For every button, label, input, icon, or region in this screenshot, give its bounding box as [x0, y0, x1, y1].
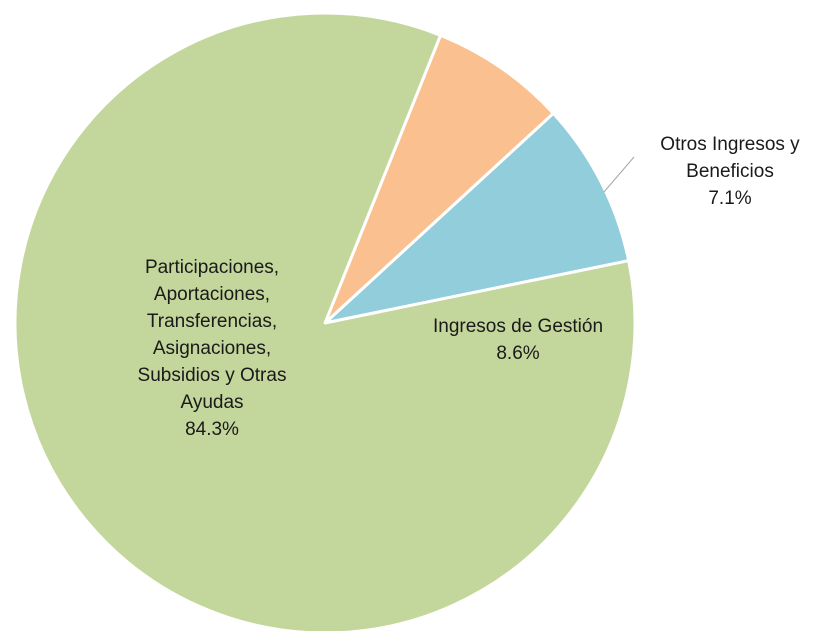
slice-label-line: Participaciones,	[145, 257, 279, 278]
slice-label-line: Transferencias,	[147, 311, 277, 332]
slice-label-line: Subsidios y Otras	[138, 365, 287, 386]
slice-label-line: Beneficios	[686, 161, 774, 182]
slice-label-otros-ingresos: Otros Ingresos y Beneficios 7.1%	[660, 134, 800, 209]
slice-label-participaciones: Participaciones, Aportaciones, Transferenc…	[138, 257, 287, 440]
slice-label-line: Asignaciones,	[153, 338, 271, 359]
slice-value-label: 8.6%	[496, 343, 539, 364]
slice-labels: Ingresos de Gestión 8.6% Otros Ingresos y B…	[138, 134, 801, 440]
slice-label-line: Ayudas	[180, 392, 243, 413]
slice-label-line: Ingresos de Gestión	[433, 316, 603, 337]
slice-label-line: Aportaciones,	[154, 284, 270, 305]
slice-label-ingresos-de-gestion: Ingresos de Gestión 8.6%	[433, 316, 603, 364]
slice-label-line: Otros Ingresos y	[660, 134, 800, 155]
slice-otros-ingresos	[323, 33, 555, 325]
pie-slices	[13, 11, 637, 631]
slice-value-label: 7.1%	[708, 188, 751, 209]
slice-value-label: 84.3%	[185, 419, 239, 440]
slice-participaciones	[13, 11, 637, 631]
slice-ingresos-de-gestion	[323, 111, 631, 325]
leader-line-otros-ingresos	[603, 156, 635, 193]
